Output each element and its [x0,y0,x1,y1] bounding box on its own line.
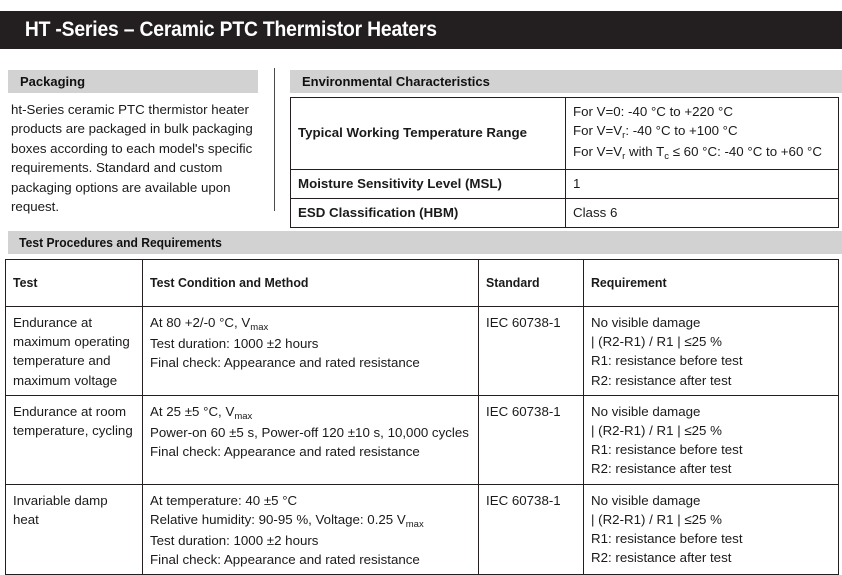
test-name-cell: Endurance at maximum operating temperatu… [5,306,143,396]
subscript: max [250,322,269,333]
packaging-body-text: ht-Series ceramic PTC thermistor heater … [11,102,253,215]
subscript: max [405,518,424,530]
table-header-row: Test Test Condition and Method Standard … [5,259,839,307]
requirement-cell: No visible damage | (R2-R1) / R1 | ≤25 %… [583,394,839,485]
section-divider-rule [274,68,275,211]
test-name-cell: Invariable damp heat [5,483,143,575]
packaging-section-header: Packaging [8,70,258,93]
page-title-bar: HT -Series – Ceramic PTC Thermistor Heat… [0,11,842,49]
page-title: HT -Series – Ceramic PTC Thermistor Heat… [24,18,437,41]
requirement-line: R2: resistance after test [591,372,732,388]
standard-cell: IEC 60738-1 [478,483,584,575]
test-procedures-table: Test Test Condition and Method Standard … [5,259,839,575]
test-condition-cell: At 25 ±5 °C, Vmax Power-on 60 ±5 s, Powe… [142,394,479,485]
condition-line: Final check: Appearance and rated resist… [150,552,420,568]
table-row: Moisture Sensitivity Level (MSL) 1 [290,168,839,199]
env-row-value: For V=0: -40 °C to +220 °C For V=Vr: -40… [565,97,839,170]
env-value-line: For V=0: -40 °C to +220 °C [573,104,733,119]
subscript: c [664,151,669,163]
environmental-section-title: Environmental Characteristics [302,74,490,89]
environmental-section-header: Environmental Characteristics [290,70,842,93]
env-value-line: For V=Vr: -40 °C to +100 °C [573,123,738,142]
condition-line: Power-on 60 ±5 s, Power-off 120 ±10 s, 1… [150,425,469,441]
column-header-condition: Test Condition and Method [142,259,479,307]
test-procedures-section-header: Test Procedures and Requirements [8,231,842,254]
packaging-section-title: Packaging [20,74,86,89]
requirement-line: R2: resistance after test [591,461,732,477]
requirement-line: R1: resistance before test [591,531,743,547]
requirement-line: R2: resistance after test [591,550,732,566]
table-row: ESD Classification (HBM) Class 6 [290,197,839,229]
condition-line: Relative humidity: 90-95 %, Voltage: 0.2… [150,511,424,530]
condition-line: At temperature: 40 ±5 °C [150,492,298,508]
table-row: Endurance at maximum operating temperatu… [5,306,839,396]
table-row: Invariable damp heat At temperature: 40 … [5,483,839,575]
requirement-line: No visible damage [591,315,701,330]
subscript: r [622,130,626,142]
standard-cell: IEC 60738-1 [478,394,584,485]
requirement-cell: No visible damage | (R2-R1) / R1 | ≤25 %… [583,306,839,396]
requirement-line: No visible damage [591,492,701,508]
condition-line: Final check: Appearance and rated resist… [150,444,420,460]
standard-cell: IEC 60738-1 [478,306,584,396]
table-row: Typical Working Temperature Range For V=… [290,97,839,170]
requirement-line: R1: resistance before test [591,442,743,458]
requirement-cell: No visible damage | (R2-R1) / R1 | ≤25 %… [583,483,839,575]
column-header-standard: Standard [478,259,584,307]
env-row-label: ESD Classification (HBM) [290,197,566,229]
condition-line: Test duration: 1000 ±2 hours [150,533,319,549]
requirement-line: | (R2-R1) / R1 | ≤25 % [591,423,722,439]
subscript: r [622,151,626,163]
env-row-value: Class 6 [565,197,839,229]
test-condition-cell: At temperature: 40 ±5 °C Relative humidi… [142,483,479,575]
env-row-label: Moisture Sensitivity Level (MSL) [290,168,566,199]
test-name-cell: Endurance at room temperature, cycling [5,394,143,485]
condition-line: At 80 +2/-0 °C, Vmax [150,315,269,333]
condition-line: Test duration: 1000 ±2 hours [150,336,319,352]
env-row-value: 1 [565,168,839,199]
requirement-line: | (R2-R1) / R1 | ≤25 % [591,334,722,350]
column-header-test: Test [5,259,143,307]
condition-line: At 25 ±5 °C, Vmax [150,403,253,422]
requirement-line: | (R2-R1) / R1 | ≤25 % [591,511,722,527]
requirement-line: R1: resistance before test [591,353,743,369]
condition-line: Final check: Appearance and rated resist… [150,355,420,371]
table-row: Endurance at room temperature, cycling A… [5,394,839,485]
environmental-characteristics-table: Typical Working Temperature Range For V=… [290,97,839,229]
test-procedures-section-title: Test Procedures and Requirements [19,235,222,250]
requirement-line: No visible damage [591,403,701,419]
env-value-line: For V=Vr with Tc ≤ 60 °C: -40 °C to +60 … [573,144,822,163]
column-header-requirement: Requirement [583,259,839,307]
env-row-label: Typical Working Temperature Range [290,97,566,170]
test-condition-cell: At 80 +2/-0 °C, Vmax Test duration: 1000… [142,306,479,396]
subscript: max [234,410,253,422]
